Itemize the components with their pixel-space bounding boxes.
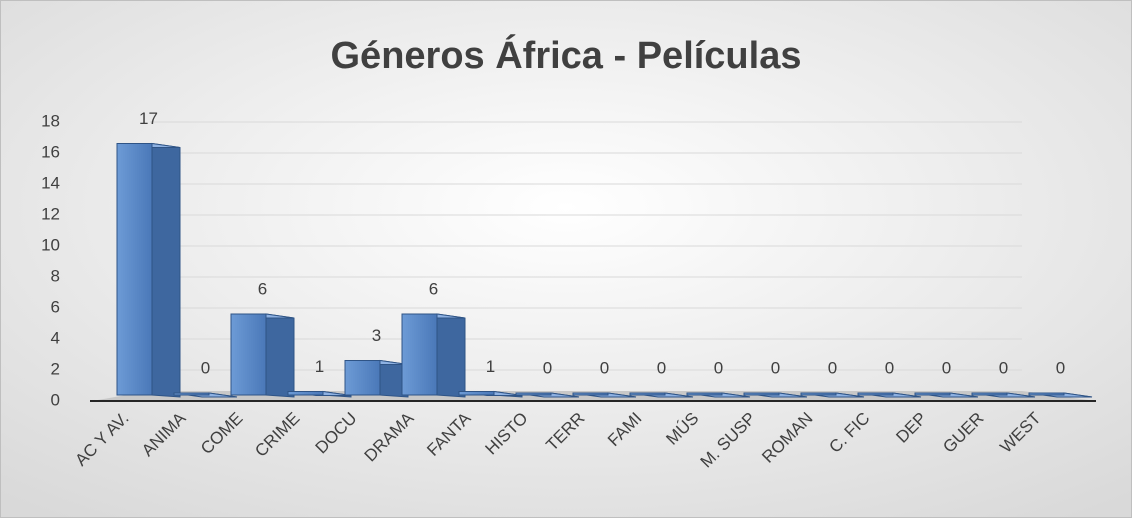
y-tick-label: 12 xyxy=(41,204,60,223)
data-label: 0 xyxy=(657,358,666,377)
bar xyxy=(857,392,894,396)
data-label: 0 xyxy=(999,358,1008,377)
bar xyxy=(458,391,495,396)
y-tick-label: 2 xyxy=(51,359,60,378)
bar-side xyxy=(151,142,181,398)
bar xyxy=(743,392,780,396)
y-tick-label: 18 xyxy=(41,111,60,130)
bar xyxy=(230,313,267,396)
data-label: 1 xyxy=(486,357,495,376)
data-label: 0 xyxy=(543,358,552,377)
chart-title: Géneros África - Películas xyxy=(331,33,802,77)
bar xyxy=(800,392,837,396)
bar xyxy=(344,360,381,396)
bar xyxy=(515,392,552,396)
y-tick-label: 10 xyxy=(41,235,60,254)
data-label: 0 xyxy=(885,358,894,377)
bar xyxy=(686,392,723,396)
data-label: 3 xyxy=(372,326,381,345)
data-label: 0 xyxy=(771,358,780,377)
data-label: 1 xyxy=(315,357,324,376)
bar xyxy=(572,392,609,396)
y-tick-label: 4 xyxy=(51,328,60,347)
y-tick-label: 6 xyxy=(51,297,60,316)
bar-side xyxy=(436,313,466,398)
bar xyxy=(629,392,666,396)
data-label: 6 xyxy=(258,279,267,298)
data-label: 0 xyxy=(600,358,609,377)
bar xyxy=(971,392,1008,396)
data-label: 0 xyxy=(201,358,210,377)
bar xyxy=(173,392,210,396)
y-tick-label: 16 xyxy=(41,142,60,161)
data-label: 0 xyxy=(942,358,951,377)
data-label: 0 xyxy=(828,358,837,377)
bar xyxy=(914,392,951,396)
data-label: 0 xyxy=(1056,358,1065,377)
bar xyxy=(287,391,324,396)
bar-side xyxy=(265,313,295,398)
bar xyxy=(116,143,153,396)
y-tick-label: 0 xyxy=(51,390,60,409)
y-tick-label: 14 xyxy=(41,173,60,192)
y-tick-label: 8 xyxy=(51,266,60,285)
bar xyxy=(1028,392,1065,396)
data-label: 6 xyxy=(429,279,438,298)
data-label: 17 xyxy=(139,109,158,128)
bar xyxy=(401,313,438,396)
data-label: 0 xyxy=(714,358,723,377)
